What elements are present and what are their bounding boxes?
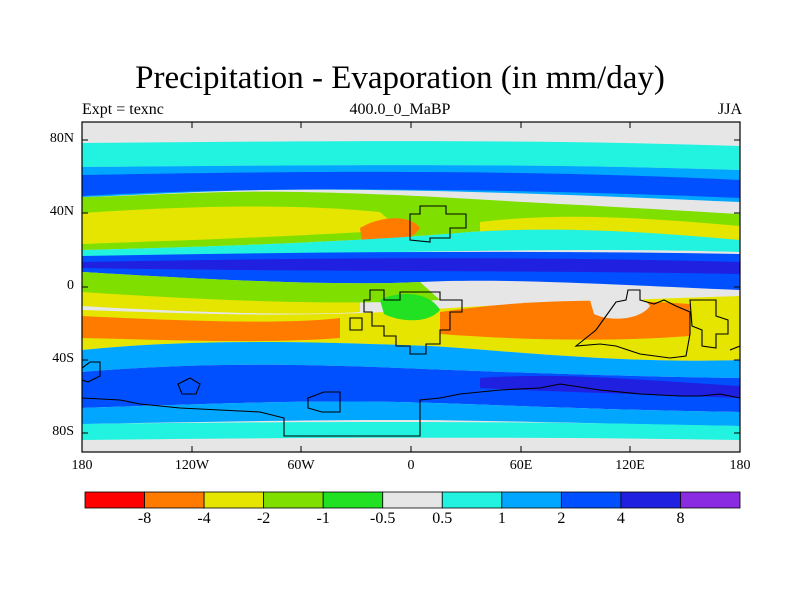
colorbar-label: -8 (137, 510, 152, 527)
lat-label-80s: 80S (52, 424, 74, 439)
colorbar-swatch (84, 491, 145, 509)
lon-label-0: 0 (407, 458, 415, 473)
lon-label-120w: 120W (174, 458, 210, 473)
colorbar-label: -2 (256, 510, 271, 527)
precip-evap-field (82, 122, 740, 452)
lon-label-60w: 60W (287, 458, 315, 473)
lat-label-40n: 40N (49, 204, 74, 219)
lon-label-180w: 180 (71, 458, 93, 473)
colorbar-swatch (620, 491, 681, 509)
colorbar-label: -0.5 (370, 510, 396, 527)
plot-title: Precipitation - Evaporation (in mm/day) (135, 60, 665, 96)
colorbar-swatch (441, 491, 503, 509)
colorbar-swatch (144, 491, 205, 509)
axis-ticks (82, 122, 740, 452)
colorbar-label: -1 (316, 510, 330, 527)
experiment-label: Expt = texnc (82, 101, 164, 118)
season-label: JJA (717, 101, 742, 118)
colorbar-label: 1 (497, 510, 506, 527)
time-label: 400.0_0_MaBP (349, 101, 451, 118)
colorbar-swatch (203, 491, 265, 509)
lon-label-120e: 120E (615, 458, 645, 473)
colorbar-label: 0.5 (432, 510, 453, 527)
lat-label-0: 0 (67, 278, 74, 293)
colorbar-label: 4 (616, 510, 625, 527)
colorbar-swatch (560, 491, 622, 509)
colorbar-swatch (680, 491, 741, 509)
colorbar-label: -4 (197, 510, 211, 527)
colorbar-swatch (322, 491, 384, 509)
colorbar-swatch (501, 491, 562, 509)
lon-label-180e: 180 (729, 458, 751, 473)
colorbar (84, 491, 741, 509)
colorbar-swatch (263, 491, 324, 509)
lat-label-80n: 80N (49, 131, 74, 146)
colorbar-swatch (382, 491, 443, 509)
lat-label-40s: 40S (52, 351, 74, 366)
lon-label-60e: 60E (509, 458, 533, 473)
colorbar-label: 2 (557, 510, 566, 527)
continent-outlines (82, 205, 740, 437)
colorbar-label: 8 (676, 510, 685, 527)
